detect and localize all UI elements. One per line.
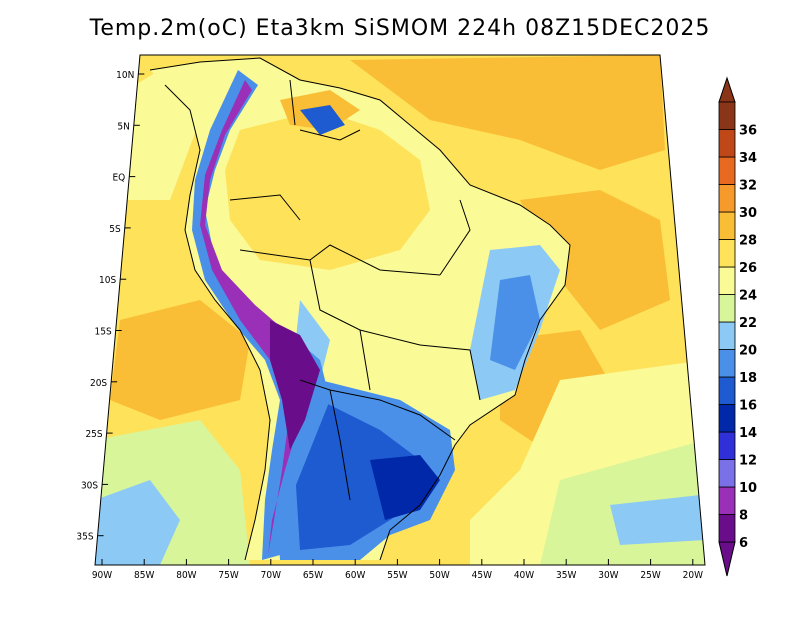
colorbar-label: 18 xyxy=(739,371,757,386)
political-borders xyxy=(149,57,571,561)
lon-label: 80W xyxy=(176,570,196,581)
latitude-axis: 10N 5N EQ 5S 10S 15S 20S 25S 30S 35S xyxy=(76,70,145,543)
lon-label: 25W xyxy=(640,570,660,581)
longitude-axis: 90W 85W 80W 75W 70W 65W 60W 55W 50W 45W 40W 35W 30W 2… xyxy=(92,559,703,581)
lon-label: 60W xyxy=(345,570,365,581)
colorbar-cell xyxy=(718,184,736,213)
temperature-field xyxy=(95,55,705,565)
lat-label: 5N xyxy=(117,121,129,132)
lat-label: 35S xyxy=(76,532,93,543)
colorbar-label: 16 xyxy=(739,399,757,414)
colorbar-label: 8 xyxy=(739,509,748,524)
lat-label: 5S xyxy=(109,224,121,235)
colorbar-label: 36 xyxy=(739,124,757,139)
colorbar-cell xyxy=(718,266,736,295)
colorbar-label: 24 xyxy=(739,289,757,304)
colorbar-cell xyxy=(718,321,736,350)
colorbar-cell xyxy=(718,349,736,378)
colorbar-label: 22 xyxy=(739,316,757,331)
colorbar-label: 30 xyxy=(739,206,757,221)
colorbar-label: 14 xyxy=(739,426,757,441)
lon-label: 50W xyxy=(429,570,449,581)
colorbar-label: 6 xyxy=(739,536,748,551)
colorbar-cell xyxy=(718,294,736,323)
lon-label: 40W xyxy=(514,570,534,581)
colorbar-cell xyxy=(718,431,736,460)
colorbar-min-arrow xyxy=(718,541,736,577)
lon-label: 65W xyxy=(303,570,323,581)
colorbar-cell xyxy=(718,156,736,185)
colorbar-label: 12 xyxy=(739,454,757,469)
colorbar-cell xyxy=(718,459,736,488)
lon-label: 75W xyxy=(218,570,238,581)
colorbar-cell xyxy=(718,376,736,405)
lat-label: 25S xyxy=(85,429,102,440)
lat-label: 20S xyxy=(90,378,107,389)
lat-label: 15S xyxy=(95,327,112,338)
lon-label: 30W xyxy=(598,570,618,581)
colorbar-cell xyxy=(718,514,736,543)
lon-label: 45W xyxy=(472,570,492,581)
map-frame xyxy=(94,54,706,566)
lat-label: EQ xyxy=(113,173,126,184)
colorbar-max-arrow xyxy=(718,76,736,103)
colorbar-label: 34 xyxy=(739,151,757,166)
lon-label: 55W xyxy=(387,570,407,581)
lon-label: 85W xyxy=(134,570,154,581)
lon-label: 70W xyxy=(261,570,281,581)
lon-label: 20W xyxy=(683,570,703,581)
lat-label: 10N xyxy=(116,70,134,81)
colorbar-cell xyxy=(718,486,736,515)
colorbar-legend: 6 8 10 12 14 16 18 20 22 24 26 28 30 32 34 36 xyxy=(718,76,757,577)
colorbar-label: 32 xyxy=(739,179,757,194)
lat-label: 10S xyxy=(99,275,116,286)
colorbar-label: 28 xyxy=(739,234,757,249)
colorbar-label: 20 xyxy=(739,344,757,359)
colorbar-cell xyxy=(718,129,736,158)
lat-label: 30S xyxy=(81,480,98,491)
map-title: Temp.2m(oC) Eta3km SiSMOM 224h 08Z15DEC2… xyxy=(89,16,711,41)
colorbar-cell xyxy=(718,239,736,268)
colorbar-cell xyxy=(718,211,736,240)
colorbar-label: 26 xyxy=(739,261,757,276)
lon-label: 90W xyxy=(92,570,112,581)
lon-label: 35W xyxy=(556,570,576,581)
colorbar-label: 10 xyxy=(739,481,757,496)
colorbar-cell xyxy=(718,101,736,130)
colorbar-cell xyxy=(718,404,736,433)
